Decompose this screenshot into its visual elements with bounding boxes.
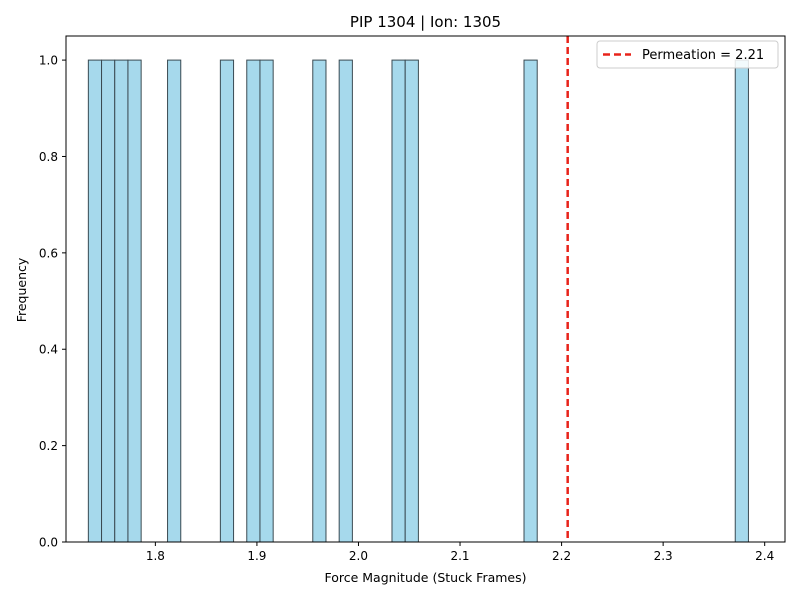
- histogram-bar: [101, 59, 116, 543]
- histogram-bar: [114, 59, 129, 543]
- plot-area-frame: [65, 35, 786, 543]
- histogram-bar: [312, 59, 327, 543]
- histogram-bar: [404, 59, 419, 543]
- histogram-bar: [87, 59, 103, 543]
- histogram-bar: [167, 59, 182, 543]
- y-tick-label: 0.8: [39, 150, 58, 164]
- x-tick-label: 1.8: [146, 549, 165, 563]
- histogram-bar: [246, 59, 261, 543]
- histogram-bar: [219, 59, 235, 543]
- x-tick-label: 2.3: [654, 549, 673, 563]
- x-tick-label: 2.2: [552, 549, 571, 563]
- y-tick-label: 1.0: [39, 54, 58, 68]
- y-tick-label: 0.0: [39, 536, 58, 550]
- y-tick-label: 0.4: [39, 343, 58, 357]
- x-tick-label: 2.4: [755, 549, 774, 563]
- y-tick-label: 0.2: [39, 439, 58, 453]
- histogram-bar: [127, 59, 142, 543]
- histogram-bar: [338, 59, 353, 543]
- x-axis-label: Force Magnitude (Stuck Frames): [324, 570, 526, 585]
- bars-group: [87, 59, 749, 543]
- y-axis-label: Frequency: [14, 257, 29, 322]
- x-axis-ticks: 1.8 1.9 2.0 2.1 2.2 2.3 2.4: [146, 542, 774, 563]
- chart-title: PIP 1304 | Ion: 1305: [350, 13, 501, 31]
- legend-box: [596, 40, 779, 69]
- x-tick-label: 2.0: [349, 549, 368, 563]
- y-axis-ticks: 0.0 0.2 0.4 0.6 0.8 1.0: [39, 54, 66, 550]
- legend-entry-permeation: Permeation = 2.21: [642, 48, 764, 63]
- legend: Permeation = 2.21: [596, 40, 779, 69]
- y-tick-label: 0.6: [39, 246, 58, 260]
- x-tick-label: 2.1: [450, 549, 469, 563]
- histogram-bar: [391, 59, 406, 543]
- histogram-bar: [523, 59, 538, 543]
- x-tick-label: 1.9: [247, 549, 266, 563]
- histogram-bar: [259, 59, 274, 543]
- histogram-bar: [734, 59, 749, 543]
